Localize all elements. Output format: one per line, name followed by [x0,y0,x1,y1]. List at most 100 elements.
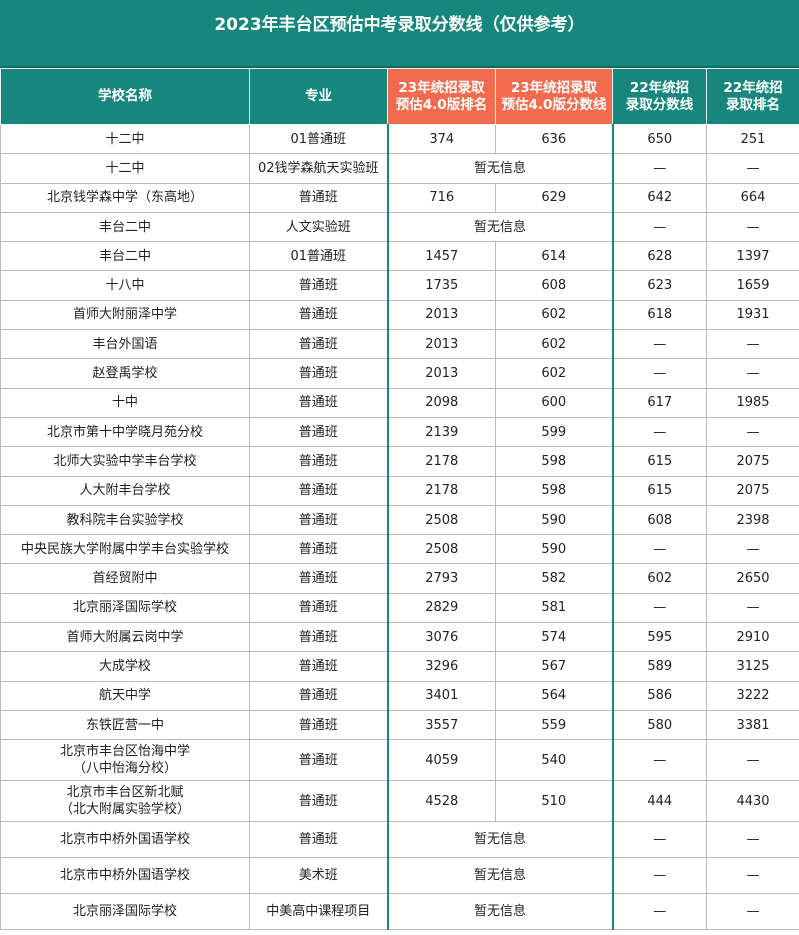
table-cell: 1985 [706,387,799,418]
table-cell: 暂无信息 [386,857,614,895]
table-cell: 2178 [386,446,496,477]
table-cell: 602 [612,563,707,594]
table-cell: — [612,534,707,565]
table-row: 北京丽泽国际学校 普通班 2829 581— — [0,592,799,624]
table-cell: 3076 [386,622,496,653]
table-cell: — [612,329,707,360]
table-cell: 599 [495,416,614,448]
table-cell: 普通班 [249,780,388,823]
table-cell: — [706,329,799,360]
table-cell: 普通班 [249,329,388,360]
table-cell: — [706,592,799,624]
table-cell: 1735 [386,270,496,301]
table-cell: 丰台二中 [0,241,250,272]
table-cell: 普通班 [249,416,388,448]
table-cell: 567 [495,651,614,682]
table-cell: 2829 [386,592,496,624]
table-cell: 北京丽泽国际学校 [0,893,250,931]
table-cell: 2508 [386,504,496,536]
table-cell: 暂无信息 [386,211,614,243]
table-cell: 十二中 [0,123,250,155]
column-header: 23年统招录取 预估4.0版分数线 [495,68,613,125]
table-cell: 602 [495,358,614,389]
table-cell: 602 [495,329,614,360]
table-cell: — [706,358,799,389]
table-cell: — [612,893,707,931]
table-row: 人大附丰台学校 普通班 2178 598 615 2075 [0,475,799,506]
table-row: 北京市中桥外国语学校 普通班 暂无信息 — — [0,821,799,859]
table-cell: 北京市中桥外国语学校 [0,857,250,895]
table-cell: 2650 [706,563,799,594]
table-cell: 北师大实验中学丰台学校 [0,446,250,477]
table-cell: — [706,739,799,782]
table-row: 大成学校 普通班 3296 567 589 3125 [0,651,799,682]
table-cell: 暂无信息 [386,153,614,184]
table-cell: 暂无信息 [386,893,614,931]
table-cell: 664 [706,182,799,213]
table-cell: 2075 [706,475,799,506]
table-row: 东铁匠营一中 普通班 3557 559 580 3381 [0,709,799,741]
table-cell: — [706,893,799,931]
table-row: 十二中 01普通班 374 636 650 251 [0,123,799,155]
table-row: 北京丽泽国际学校 中美高中课程项目 暂无信息 — — [0,893,799,931]
table-cell: 580 [612,709,707,741]
table-row: 教科院丰台实验学校 普通班 2508 590 608 2398 [0,504,799,536]
table-cell: 540 [495,739,614,782]
table-cell: 2398 [706,504,799,536]
table-cell: 3401 [386,680,496,711]
table-cell: 普通班 [249,821,388,859]
table-cell: — [706,211,799,243]
table-row: 北京市丰台区怡海中学 （八中怡海分校） 普通班 4059 540— — [0,739,799,782]
table-cell: 普通班 [249,563,388,594]
table-cell: 2139 [386,416,496,448]
table-row: 北京市中桥外国语学校 美术班 暂无信息 — — [0,857,799,895]
table-cell: 1931 [706,299,799,331]
table-cell: 01普通班 [249,123,388,155]
table-cell: 人文实验班 [249,211,388,243]
table-cell: 2508 [386,534,496,565]
table-cell: — [612,739,707,782]
table-cell: 602 [495,299,614,331]
table-cell: 北京市中桥外国语学校 [0,821,250,859]
table-cell: 2013 [386,329,496,360]
table-cell: 普通班 [249,534,388,565]
table-row: 北师大实验中学丰台学校 普通班 2178 598 615 2075 [0,446,799,477]
table-cell: 丰台二中 [0,211,250,243]
table-cell: 617 [612,387,707,418]
table-cell: 中美高中课程项目 [249,893,388,931]
table-row: 十八中 普通班 1735 608 623 1659 [0,270,799,301]
table-cell: 普通班 [249,709,388,741]
table-cell: 618 [612,299,707,331]
table-row: 航天中学 普通班 3401 564 586 3222 [0,680,799,711]
table-cell: — [612,416,707,448]
table-cell: 614 [495,241,614,272]
table-cell: 十中 [0,387,250,418]
header-row: 学校名称 专业 23年统招录取 预估4.0版排名 23年统招录取 预估4.0版分数线 2… [0,68,799,125]
table-cell: 北京市第十中学晓月苑分校 [0,416,250,448]
table-cell: 629 [495,182,614,213]
table-cell: 02钱学森航天实验班 [249,153,388,184]
table-cell: 586 [612,680,707,711]
table-cell: 642 [612,182,707,213]
table-cell: — [706,534,799,565]
table-cell: 赵登禹学校 [0,358,250,389]
table-cell: 598 [495,475,614,506]
table-cell: 564 [495,680,614,711]
table-cell: 航天中学 [0,680,250,711]
table-cell: 608 [612,504,707,536]
table-cell: 北京丽泽国际学校 [0,592,250,624]
table-cell: 01普通班 [249,241,388,272]
table-cell: — [612,857,707,895]
table-cell: 普通班 [249,446,388,477]
table-cell: — [706,153,799,184]
table-cell: — [612,592,707,624]
table-cell: 623 [612,270,707,301]
table-cell: 3381 [706,709,799,741]
table-cell: 559 [495,709,614,741]
table-cell: 大成学校 [0,651,250,682]
table-cell: 北京钱学森中学（东高地） [0,182,250,213]
column-header: 22年统招 录取排名 [706,68,799,125]
table-cell: 普通班 [249,270,388,301]
table-cell: 北京市丰台区新北赋 （北大附属实验学校） [0,780,250,823]
table-cell: 3222 [706,680,799,711]
